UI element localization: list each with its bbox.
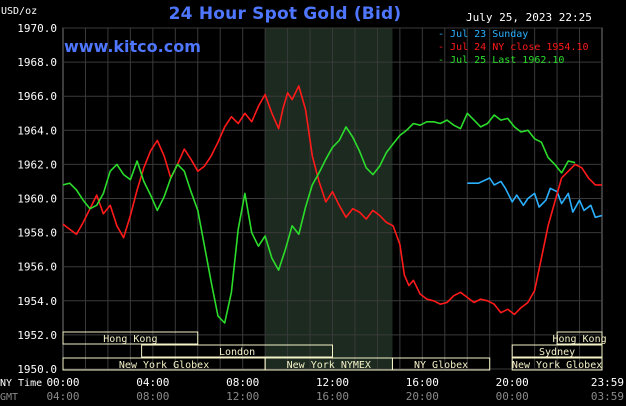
market-session-label: Hong Kong [103,334,157,345]
website-link[interactable]: www.kitco.com [64,37,201,56]
series-line-3 [62,112,576,324]
market-session-label: Sydney [539,347,575,358]
x-tick-label: 20:00 [406,390,439,403]
x-tick-label: 04:00 [136,376,169,389]
x-tick-label: 20:00 [496,376,529,389]
series-line-2 [62,85,602,316]
x-tick-label: 23:59 [591,376,624,389]
market-session-box [511,357,603,371]
y-tick-label: 1952.0 [17,329,57,342]
y-axis-unit-label: USD/oz [1,6,38,17]
chart-title: 24 Hour Spot Gold (Bid) [168,4,402,24]
x-tick-label: 03:59 [591,390,624,403]
x-tick-label: 12:00 [226,390,259,403]
market-session-label: New York Globex [512,360,602,371]
market-session-box [141,344,333,358]
x-tick-label: 08:00 [226,376,259,389]
market-session-box [62,331,199,345]
market-session-label: New York Globex [119,360,209,371]
y-tick-label: 1954.0 [17,295,57,308]
x-tick-label: 16:00 [406,376,439,389]
x-tick-label: 00:00 [46,376,79,389]
x-axis-row-label: NY Time [0,378,42,389]
legend-label: Jul 24 NY close 1954.10 [450,42,589,53]
y-tick-label: 1966.0 [17,90,57,103]
y-tick-label: 1964.0 [17,124,57,137]
legend-entry-jul24: - Jul 24 NY close 1954.10 [438,42,589,53]
y-tick-label: 1968.0 [17,56,57,69]
legend-label: Jul 25 Last 1962.10 [450,55,565,66]
x-tick-label: 12:00 [316,376,349,389]
legend-entry-jul25: - Jul 25 Last 1962.10 [438,55,565,66]
market-session-label: London [219,347,255,358]
y-tick-label: 1956.0 [17,261,57,274]
y-tick-label: 1970.0 [17,22,57,35]
series-line-1 [467,177,603,219]
market-session-label: New York NYMEX [287,360,371,371]
market-session-box [511,344,603,358]
x-tick-label: 00:00 [496,390,529,403]
market-session-label: NY Globex [414,360,468,371]
x-tick-label: 04:00 [46,390,79,403]
x-tick-label: 16:00 [316,390,349,403]
timestamp: July 25, 2023 22:25 [466,11,592,24]
market-session-box [391,357,491,371]
legend-entry-jul23: - Jul 23 Sunday [438,29,529,40]
market-session-box [556,331,603,345]
y-tick-label: 1962.0 [17,158,57,171]
y-tick-label: 1950.0 [17,363,57,376]
market-session-label: Hong Kong [552,334,606,345]
x-tick-label: 08:00 [136,390,169,403]
y-tick-label: 1960.0 [17,193,57,206]
legend-label: Jul 23 Sunday [450,29,529,40]
x-axis-row-label: GMT [0,392,18,403]
y-tick-label: 1958.0 [17,227,57,240]
